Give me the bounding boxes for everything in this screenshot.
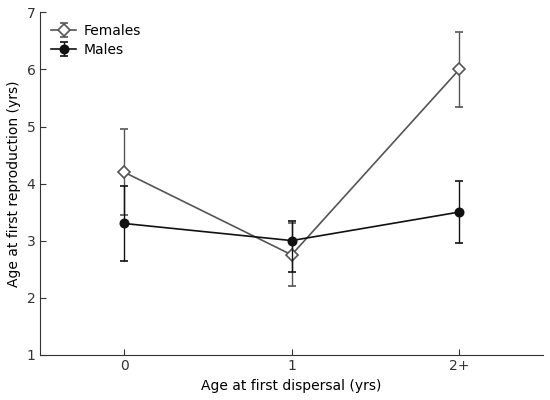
X-axis label: Age at first dispersal (yrs): Age at first dispersal (yrs) — [201, 379, 382, 393]
Legend: Females, Males: Females, Males — [47, 19, 145, 61]
Y-axis label: Age at first reproduction (yrs): Age at first reproduction (yrs) — [7, 80, 21, 287]
